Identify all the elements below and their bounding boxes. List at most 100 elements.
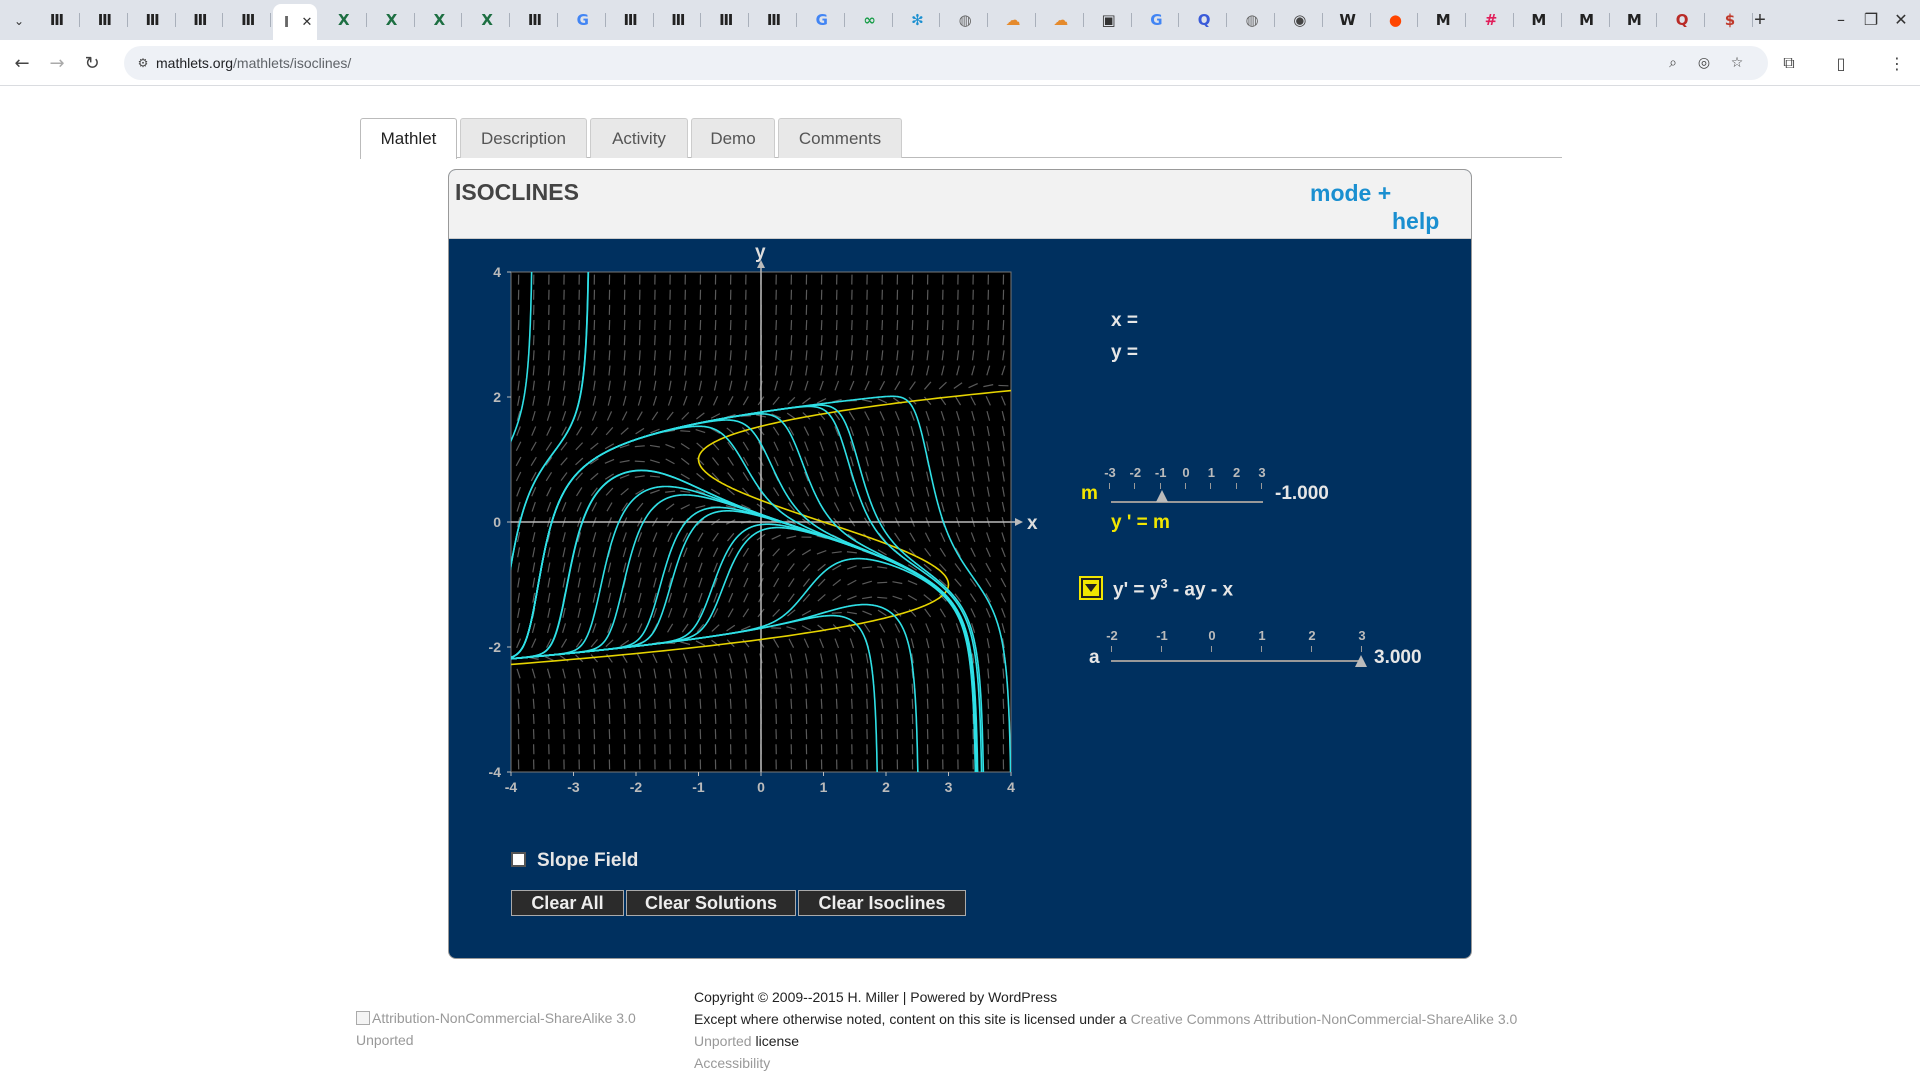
browser-tab[interactable]: M (1564, 6, 1610, 34)
browser-tab[interactable]: Ⅲ (703, 6, 750, 34)
browser-tab[interactable]: Q (1659, 6, 1706, 34)
clear-solutions-button[interactable]: Clear Solutions (626, 890, 796, 916)
browser-tab[interactable]: ◉ (1277, 6, 1323, 34)
zoom-icon[interactable]: ⌕ (1669, 55, 1677, 71)
browser-tab[interactable]: Ⅲ (177, 6, 224, 34)
slope-mark (881, 350, 884, 361)
eye-off-icon[interactable]: ◎ (1697, 55, 1711, 71)
license-image-placeholder[interactable]: Attribution-NonCommercial-ShareAlike 3.0… (356, 1010, 636, 1048)
tab-description[interactable]: Description (460, 118, 587, 158)
browser-tab[interactable]: Ⅲ (512, 6, 558, 34)
menu-kebab-icon[interactable]: ⋮ (1889, 53, 1905, 73)
url-text[interactable]: mathlets.org/mathlets/isoclines/ (156, 55, 352, 71)
slope-mark (862, 596, 873, 600)
slope-mark (896, 350, 899, 361)
reload-icon[interactable]: ↻ (84, 52, 100, 74)
close-tab-icon[interactable]: ✕ (301, 14, 313, 29)
slope-mark (832, 594, 842, 601)
slope-mark (1001, 547, 1006, 558)
tab-comments[interactable]: Comments (778, 118, 902, 158)
browser-tab[interactable]: ◍ (942, 6, 989, 34)
close-window-icon[interactable]: ✕ (1894, 9, 1908, 29)
accessibility-link[interactable]: Accessibility (694, 1055, 771, 1071)
x-readout: x = (1111, 310, 1138, 331)
browser-tab[interactable]: ☁ (1038, 6, 1084, 34)
slope-mark (653, 577, 657, 588)
reading-mode-icon[interactable]: ▯ (1836, 53, 1846, 73)
back-icon[interactable]: ← (14, 52, 30, 74)
mode-link[interactable]: mode + (1310, 180, 1392, 206)
slope-field-checkbox[interactable] (511, 852, 526, 867)
new-tab-button[interactable]: + (1754, 8, 1766, 31)
slope-mark (592, 623, 597, 633)
browser-tab[interactable]: # (1468, 6, 1514, 34)
slope-mark (835, 668, 838, 679)
browser-tab[interactable]: Ⅲ (751, 6, 797, 34)
mode-help-link[interactable]: mode + help (1310, 179, 1439, 235)
slope-mark (653, 380, 657, 391)
search-favicon-icon: Q (1197, 11, 1211, 29)
browser-tab[interactable]: M (1516, 6, 1562, 34)
m-slider-track[interactable] (1111, 501, 1263, 503)
slope-mark (789, 653, 794, 664)
browser-tab[interactable]: G (799, 6, 845, 34)
browser-tab[interactable]: X (416, 6, 463, 34)
browser-tab[interactable]: ☁ (990, 6, 1036, 34)
tab-activity[interactable]: Activity (590, 118, 688, 158)
browser-tab[interactable]: Ⅲ (82, 6, 128, 34)
slope-mark (925, 471, 930, 482)
restore-icon[interactable]: ❐ (1863, 9, 1879, 29)
browser-tab[interactable]: ∞ (847, 6, 893, 34)
browser-tab[interactable]: $ (1707, 6, 1753, 34)
forward-icon[interactable]: → (49, 52, 65, 74)
browser-tab[interactable]: M (1420, 6, 1467, 34)
browser-tab[interactable]: ● (1372, 6, 1419, 34)
license-link-unported[interactable]: Unported (694, 1033, 752, 1049)
slope-mark (546, 638, 552, 648)
browser-tab[interactable]: Ⅲ (608, 6, 654, 34)
slope-mark (972, 335, 975, 346)
browser-tab[interactable]: X (321, 6, 367, 34)
m-slider-thumb[interactable] (1155, 490, 1168, 502)
slope-mark (577, 668, 581, 679)
browser-tab[interactable]: Ⅲ (655, 6, 702, 34)
bookmark-star-icon[interactable]: ☆ (1730, 55, 1744, 71)
license-link[interactable]: Creative Commons Attribution-NonCommerci… (1130, 1011, 1518, 1027)
x-tick-label: -1 (692, 779, 705, 795)
tab-mathlet[interactable]: Mathlet (360, 118, 457, 159)
site-info-icon[interactable]: ⚙ (137, 56, 149, 70)
isocline-plot[interactable]: -4 -3 -2 -1 0 1 2 3 4 4 2 0 -2 -4 x y (449, 239, 1472, 959)
browser-tab[interactable]: G (560, 6, 606, 34)
slope-mark (939, 563, 947, 572)
browser-tab[interactable]: ◍ (1229, 6, 1275, 34)
minimize-icon[interactable]: – (1837, 9, 1845, 29)
tab-separator (1513, 13, 1514, 27)
browser-tab[interactable]: X (369, 6, 415, 34)
clear-isoclines-button[interactable]: Clear Isoclines (798, 890, 966, 916)
slope-mark (727, 532, 735, 542)
tab-search-icon[interactable]: ⌄ (13, 14, 25, 28)
browser-tab[interactable]: I ✕ (273, 4, 317, 40)
browser-tab[interactable]: ▣ (1086, 6, 1132, 34)
help-link[interactable]: help (1392, 208, 1440, 234)
slider-tick-label: -3 (1104, 465, 1116, 480)
browser-tab[interactable]: Q (1181, 6, 1228, 34)
slope-mark (834, 638, 840, 649)
a-slider-thumb[interactable] (1355, 655, 1367, 667)
address-bar[interactable]: ⚙ mathlets.org/mathlets/isoclines/ ⌕ ◎ ☆ (124, 46, 1768, 80)
tab-demo[interactable]: Demo (691, 118, 775, 158)
browser-tab[interactable]: Ⅲ (130, 6, 176, 34)
browser-tab[interactable]: G (1133, 6, 1180, 34)
extensions-icon[interactable]: ⧉ (1783, 53, 1795, 72)
slope-mark (970, 396, 976, 406)
browser-tab[interactable]: X (464, 6, 511, 34)
clear-all-button[interactable]: Clear All (511, 890, 624, 916)
browser-tab[interactable]: Ⅲ (34, 6, 80, 34)
browser-tab[interactable]: ✻ (894, 6, 941, 34)
a-slider-track[interactable] (1111, 660, 1361, 662)
browser-tab[interactable]: M (1611, 6, 1658, 34)
slope-mark (849, 486, 855, 497)
browser-tab[interactable]: Ⅲ (225, 6, 272, 34)
browser-tab[interactable]: W (1325, 6, 1371, 34)
equation-dropdown[interactable] (1079, 576, 1103, 600)
